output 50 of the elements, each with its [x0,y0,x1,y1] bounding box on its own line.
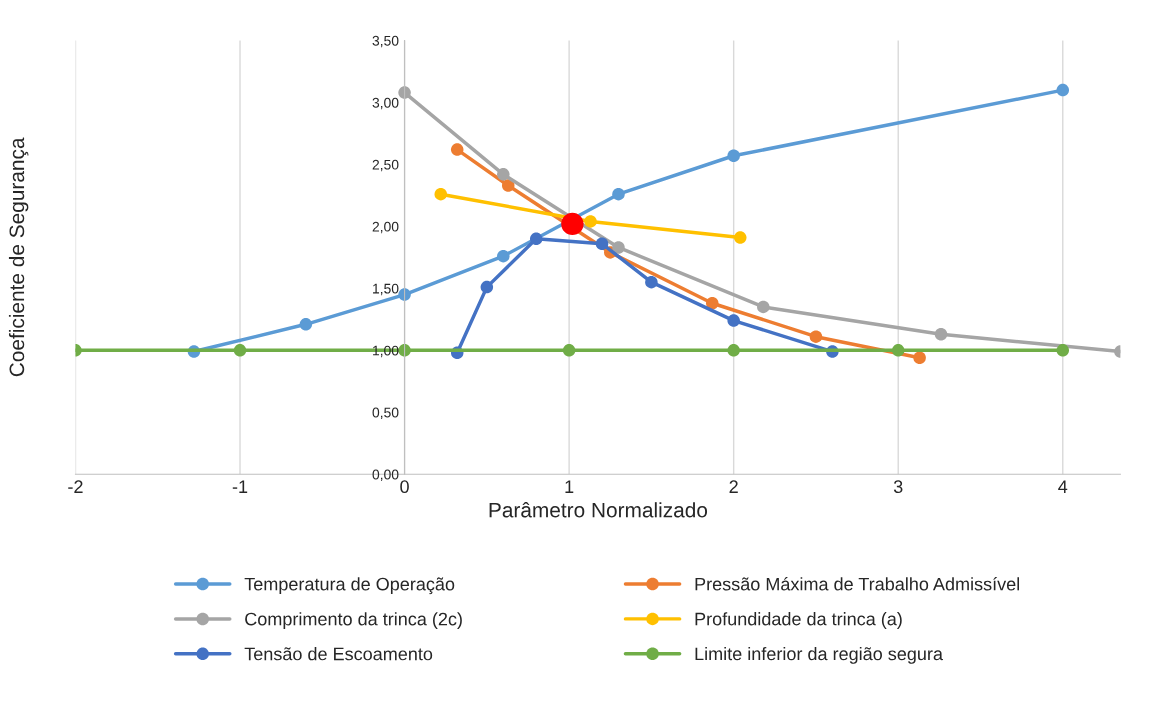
point [934,327,948,341]
point [891,344,905,357]
point [734,231,747,244]
x-tick-label: 2 [729,480,738,493]
point [501,179,515,192]
y-axis-title: Coeficiente de Segurança [8,137,29,377]
y-tick-label: 0,00 [372,469,399,482]
legend-label: Limite inferior da região segura [695,647,943,664]
point [727,149,740,163]
x-tick-label: 3 [893,480,903,494]
point [913,351,926,365]
point [727,344,740,357]
point [529,232,543,246]
legend-label: Pressão Máxima de Trabalho Admissível [695,577,1020,591]
point [727,314,740,327]
point [450,143,464,156]
x-tick-label: 0 [400,480,409,494]
point [497,168,510,181]
point [612,241,625,254]
point [480,280,494,294]
y-tick-label: 2,00 [372,221,399,234]
point [233,344,247,357]
legend-label: Profundidade da trinca (a) [695,612,902,629]
point [809,330,823,343]
point [757,300,770,314]
point [584,215,597,228]
legend-label: Comprimento da trinca (2c) [245,612,462,630]
legend-label: Temperatura de Operação [244,577,455,595]
x-axis-title: Parâmetro Normalizado [489,502,708,518]
point [561,212,584,236]
x-tick-label: -1 [232,480,248,493]
legend-label: Tensão de Escoamento [244,647,433,661]
point [595,237,609,250]
point [1056,344,1070,357]
x-tick-label: -2 [68,480,83,493]
x-tick-label: 4 [1058,480,1068,493]
y-tick-label: 1,50 [373,283,399,296]
y-tick-label: 3,50 [372,35,399,48]
y-tick-label: 2,50 [372,159,399,172]
point [612,187,625,201]
point [299,318,313,331]
point [497,249,510,263]
y-tick-label: 3,00 [372,97,399,110]
x-tick-label: 1 [565,480,574,493]
point [1056,83,1070,97]
y-tick-label: 0,50 [372,407,399,420]
point [706,296,719,310]
point [434,187,448,201]
point [562,344,576,357]
point [645,275,658,289]
